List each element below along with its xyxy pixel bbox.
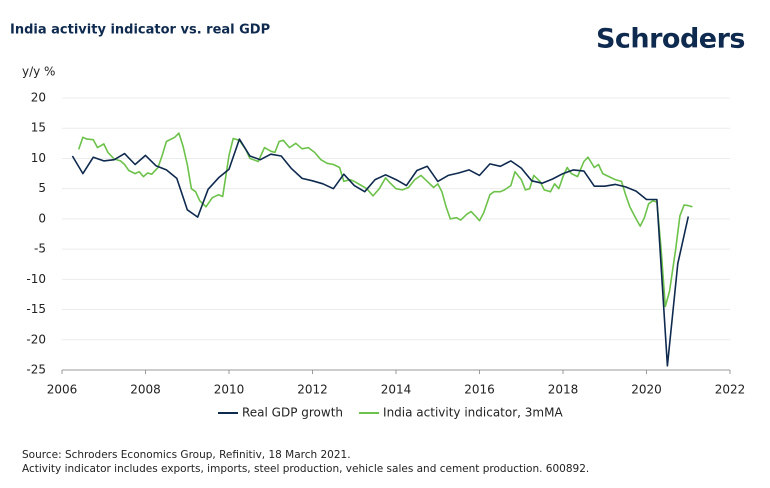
x-tick-label: 2008	[130, 383, 161, 397]
x-tick-label: 2010	[214, 383, 245, 397]
y-tick-label: -15	[26, 302, 46, 316]
x-tick-label: 2006	[47, 383, 78, 397]
legend-label: Real GDP growth	[242, 406, 343, 420]
series-line	[71, 138, 690, 367]
source-note: Source: Schroders Economics Group, Refin…	[22, 449, 351, 461]
source-note: Activity indicator includes exports, imp…	[22, 463, 589, 475]
logo: Schroders	[596, 24, 745, 55]
legend-label: India activity indicator, 3mMA	[383, 406, 563, 420]
y-tick-label: 5	[38, 181, 46, 195]
x-tick-label: 2016	[464, 383, 495, 397]
y-tick-label: -5	[34, 242, 46, 256]
y-tick-label: 10	[31, 151, 46, 165]
y-tick-label: -20	[26, 332, 46, 346]
x-tick-label: 2022	[715, 383, 746, 397]
y-tick-label: -25	[26, 363, 46, 377]
chart-title: India activity indicator vs. real GDP	[10, 23, 270, 38]
y-tick-label: 15	[31, 121, 46, 135]
y-tick-label: 20	[31, 91, 46, 105]
x-tick-label: 2018	[548, 383, 579, 397]
y-tick-label: -10	[26, 272, 46, 286]
x-tick-label: 2012	[297, 383, 328, 397]
x-tick-label: 2020	[631, 383, 662, 397]
x-tick-label: 2014	[381, 383, 412, 397]
y-tick-label: 0	[38, 211, 46, 225]
y-axis-label: y/y %	[22, 65, 55, 79]
series-line	[77, 132, 693, 308]
